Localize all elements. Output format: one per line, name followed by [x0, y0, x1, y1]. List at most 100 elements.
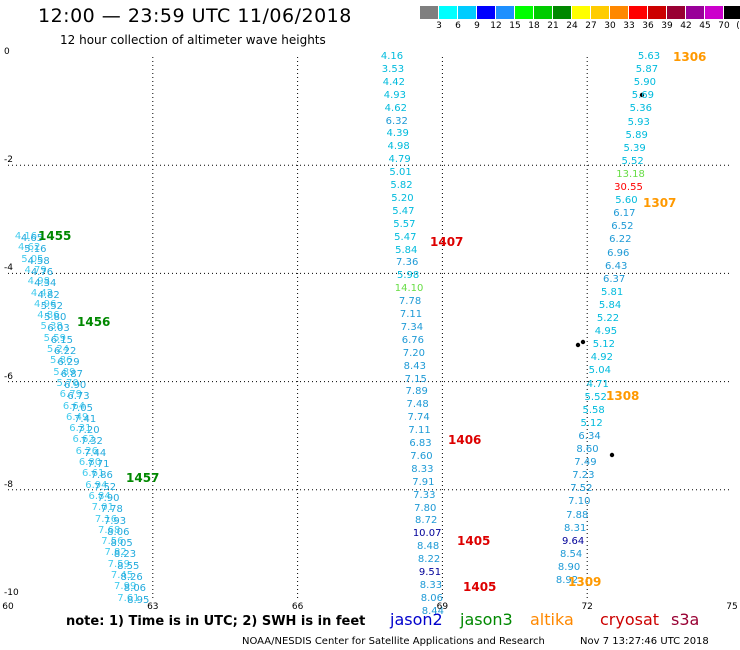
- wave-height-label: 5.93: [627, 116, 650, 128]
- wave-height-label: 7.15: [404, 373, 427, 385]
- pass-time-label: 1407: [430, 235, 464, 249]
- wave-height-label: 6.43: [605, 260, 628, 272]
- lat-tick-label: -4: [4, 263, 13, 274]
- wave-height-label: 8.33: [419, 579, 443, 591]
- wave-height-label: 5.70: [56, 377, 79, 389]
- wave-height-label: 7.86: [90, 470, 113, 482]
- color-scale-label: 70: [718, 21, 730, 31]
- wave-height-label: 6.94: [85, 479, 108, 491]
- pass-time-label: 1306: [673, 50, 707, 64]
- wave-height-label: 4.92: [590, 352, 613, 364]
- wave-height-label: 6.32: [385, 115, 408, 127]
- wave-height-label: 4.79: [388, 154, 411, 166]
- wave-height-label: 7.44: [83, 447, 107, 459]
- wave-height-label: 6.52: [611, 221, 634, 233]
- wave-height-label: 7.05: [70, 402, 93, 414]
- wave-height-label: 5.60: [615, 195, 638, 207]
- wave-height-label: 7.91: [412, 476, 435, 488]
- wave-height-label: 5.84: [598, 299, 622, 311]
- wave-height-label: 7.10: [568, 496, 591, 508]
- wave-height-label: 5.86: [50, 355, 73, 367]
- wave-height-label: 6.37: [603, 273, 626, 285]
- lon-tick-label: 60: [2, 602, 14, 612]
- wave-height-label: 4.62: [18, 242, 41, 254]
- wave-height-label: 8.44: [421, 605, 444, 617]
- wave-height-label: 4.76: [30, 266, 54, 278]
- legend-item-cryosat: cryosat: [600, 610, 660, 629]
- wave-height-label: 7.52: [570, 483, 593, 495]
- wave-height-label: 5.90: [633, 77, 657, 89]
- page-subtitle: 12 hour collection of altimeter wave hei…: [60, 33, 326, 47]
- pass-time-label: 1405: [457, 534, 491, 548]
- wave-height-label: 6.17: [613, 208, 636, 220]
- wave-height-label: 8.23: [113, 549, 137, 561]
- wave-height-label: 7.20: [77, 425, 100, 437]
- wave-height-label: 4.95: [594, 326, 618, 338]
- wave-height-label: 7.88: [566, 509, 589, 521]
- color-scale-label: 30: [604, 21, 616, 31]
- color-scale-label: 21: [547, 21, 559, 31]
- color-scale-label: 45: [699, 21, 711, 31]
- color-swatch-12: [648, 6, 666, 19]
- pass-time-label: 1405: [463, 580, 497, 594]
- wave-height-label: 7.23: [572, 470, 595, 482]
- legend-item-s3a: s3a: [671, 610, 700, 629]
- wave-height-label: 7.16: [94, 513, 118, 525]
- wave-height-label: 5.59: [43, 332, 66, 344]
- color-swatch-7: [553, 6, 571, 19]
- wave-height-label: 8.72: [415, 515, 438, 527]
- wave-height-label: 8.48: [416, 541, 440, 553]
- lat-tick-label: -10: [4, 588, 19, 598]
- wave-height-label: 4.82: [37, 289, 60, 301]
- wave-height-label: 7.11: [399, 309, 423, 320]
- color-swatch-14: [686, 6, 704, 19]
- wave-height-label: 4.98: [27, 276, 50, 288]
- generated-timestamp: Nov 7 13:27:46 UTC 2018: [580, 636, 709, 647]
- wave-height-label: 6.76: [401, 334, 425, 346]
- wave-height-label: 4.42: [382, 76, 406, 88]
- color-swatch-9: [591, 6, 609, 19]
- color-swatch-8: [572, 6, 590, 19]
- wave-height-label: 7.80: [414, 502, 437, 514]
- wave-height-label: 14.10: [394, 283, 424, 295]
- island-mark: [575, 342, 581, 348]
- wave-height-label: 8.06: [107, 526, 130, 538]
- lat-tick-label: -8: [4, 479, 13, 490]
- pass-time-label: 1309: [568, 575, 602, 589]
- wave-height-label: 6.29: [57, 357, 80, 369]
- wave-height-label: 5.87: [635, 64, 659, 76]
- wave-height-label: 5.12: [580, 417, 603, 429]
- color-swatch-15: [705, 6, 723, 19]
- wave-height-label: 7.41: [73, 413, 97, 425]
- wave-height-label: 7.61: [117, 592, 140, 604]
- wave-height-label: 5.16: [24, 244, 47, 256]
- wave-height-label: 7.59: [107, 558, 130, 570]
- legend-item-altika: altika: [530, 610, 574, 629]
- credit-line: NOAA/NESDIS Center for Satellite Applica…: [242, 636, 545, 647]
- color-scale-label: 6: [455, 21, 461, 31]
- color-swatch-1: [439, 6, 457, 19]
- pass-time-label: 1457: [126, 471, 160, 485]
- footnote: note: 1) Time is in UTC; 2) SWH is in fe…: [66, 614, 366, 629]
- pass-time-label: 1406: [448, 433, 482, 447]
- wave-height-label: 8.90: [557, 561, 581, 573]
- wave-height-label: 7.11: [408, 425, 431, 437]
- wave-height-label: 5.52: [621, 155, 644, 167]
- lon-tick-label: 75: [726, 602, 738, 612]
- color-scale-label: 12: [490, 21, 502, 31]
- color-scale-label: 15: [509, 21, 521, 31]
- wave-height-label: 5.69: [631, 90, 654, 102]
- wave-height-label: 5.63: [637, 51, 661, 62]
- wave-height-label: 7.56: [101, 536, 124, 548]
- wave-height-label: 8.06: [123, 583, 147, 595]
- wave-height-label: 4.34: [34, 278, 57, 290]
- wave-height-label: 9.64: [562, 535, 585, 547]
- wave-height-label: 7.78: [398, 296, 422, 308]
- color-swatch-2: [458, 6, 476, 19]
- wave-height-label: 8.43: [403, 360, 426, 372]
- wave-height-label: 5.89: [625, 129, 648, 141]
- wave-height-label: 5.58: [582, 404, 605, 416]
- wave-height-label: 4.71: [586, 378, 609, 390]
- color-scale-label: 24: [566, 21, 578, 31]
